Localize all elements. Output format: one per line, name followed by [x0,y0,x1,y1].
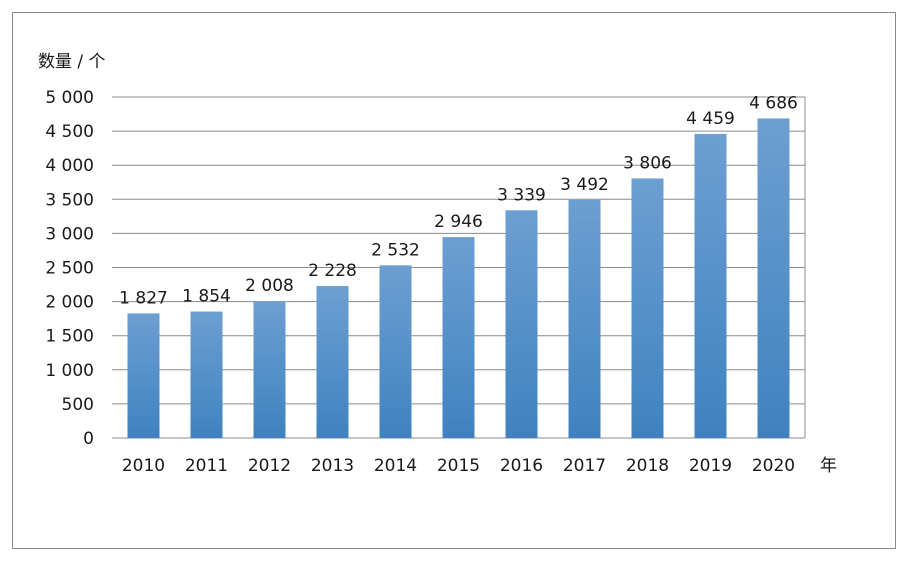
x-tick-label-2010: 2010 [122,456,165,476]
y-tick-label: 4 000 [45,156,94,176]
data-label-2011: 1 854 [182,287,231,307]
x-tick-labels: 2010 2011 2012 2013 2014 2015 2016 2017 2018 2019… [122,456,795,476]
x-axis-title: 年 [820,456,837,476]
y-tick-label: 3 500 [45,190,94,210]
y-tick-label: 1 000 [45,361,94,381]
bar-2018 [631,178,664,439]
data-label-2013: 2 228 [308,261,357,281]
y-tick-label: 4 500 [45,122,94,142]
x-tick-label-2013: 2013 [311,456,354,476]
gridlines [112,96,806,439]
data-label-2012: 2 008 [245,276,294,296]
data-labels: 1 827 1 854 2 008 2 228 2 532 2 946 3 339 3 492… [119,93,798,308]
data-label-2010: 1 827 [119,288,168,308]
bar-2015 [442,237,475,438]
data-label-2015: 2 946 [434,212,483,232]
y-tick-label: 2 500 [45,259,94,279]
x-tick-label-2017: 2017 [563,456,606,476]
x-tick-label-2015: 2015 [437,456,480,476]
bar-2016 [505,210,538,438]
data-label-2020: 4 686 [749,93,798,113]
data-label-2018: 3 806 [623,153,672,173]
x-tick-label-2019: 2019 [689,456,732,476]
bar-2017 [568,199,601,438]
bar-2014 [379,265,412,438]
y-tick-labels: 0 500 1 000 1 500 2 000 2 500 3 000 3 500 4 000 4… [45,88,94,449]
y-tick-label: 3 000 [45,224,94,244]
y-tick-label: 0 [83,429,94,449]
data-label-2016: 3 339 [497,185,546,205]
data-label-2019: 4 459 [686,109,735,129]
y-tick-label: 500 [62,395,94,415]
x-tick-label-2014: 2014 [374,456,417,476]
x-tick-label-2018: 2018 [626,456,669,476]
bar-2013 [316,286,349,438]
y-tick-label: 2 000 [45,293,94,313]
bar-2012 [253,301,286,438]
y-tick-label: 5 000 [45,88,94,108]
bar-2011 [190,311,223,438]
x-tick-label-2016: 2016 [500,456,543,476]
data-label-2017: 3 492 [560,175,609,195]
y-axis-title: 数量 / 个 [38,52,106,72]
bar-2020 [757,118,790,439]
bar-2010 [127,313,160,438]
x-tick-label-2011: 2011 [185,456,228,476]
y-tick-label: 1 500 [45,327,94,347]
x-tick-label-2020: 2020 [752,456,795,476]
x-tick-label-2012: 2012 [248,456,291,476]
data-label-2014: 2 532 [371,240,420,260]
bars [127,118,790,439]
bar-2019 [694,133,727,439]
